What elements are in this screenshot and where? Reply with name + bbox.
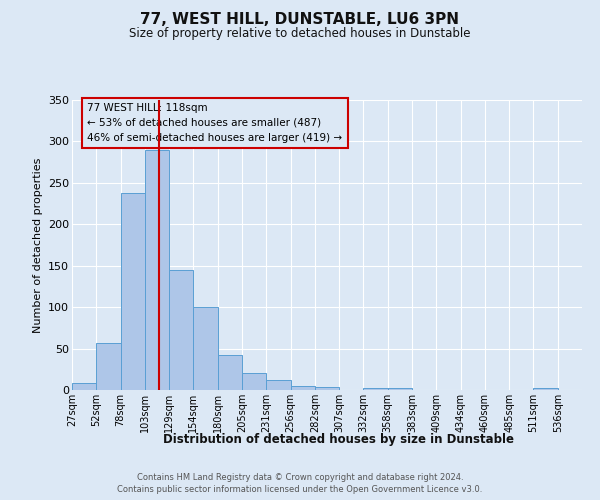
Bar [242,372,266,390]
Bar [266,380,290,390]
Bar [315,386,339,390]
Bar [218,355,242,390]
Y-axis label: Number of detached properties: Number of detached properties [32,158,43,332]
Bar [290,386,315,390]
Text: 77, WEST HILL, DUNSTABLE, LU6 3PN: 77, WEST HILL, DUNSTABLE, LU6 3PN [140,12,460,28]
Bar [169,270,193,390]
Bar [193,307,218,390]
Bar [96,343,121,390]
Bar [121,193,145,390]
Bar [364,388,388,390]
Bar [533,388,558,390]
Text: Size of property relative to detached houses in Dunstable: Size of property relative to detached ho… [129,28,471,40]
Text: Contains HM Land Registry data © Crown copyright and database right 2024.: Contains HM Land Registry data © Crown c… [137,472,463,482]
Text: Contains public sector information licensed under the Open Government Licence v3: Contains public sector information licen… [118,485,482,494]
Bar [388,388,412,390]
Bar [145,150,169,390]
Text: 77 WEST HILL: 118sqm
← 53% of detached houses are smaller (487)
46% of semi-deta: 77 WEST HILL: 118sqm ← 53% of detached h… [88,103,343,142]
Bar [72,384,96,390]
Text: Distribution of detached houses by size in Dunstable: Distribution of detached houses by size … [163,432,515,446]
